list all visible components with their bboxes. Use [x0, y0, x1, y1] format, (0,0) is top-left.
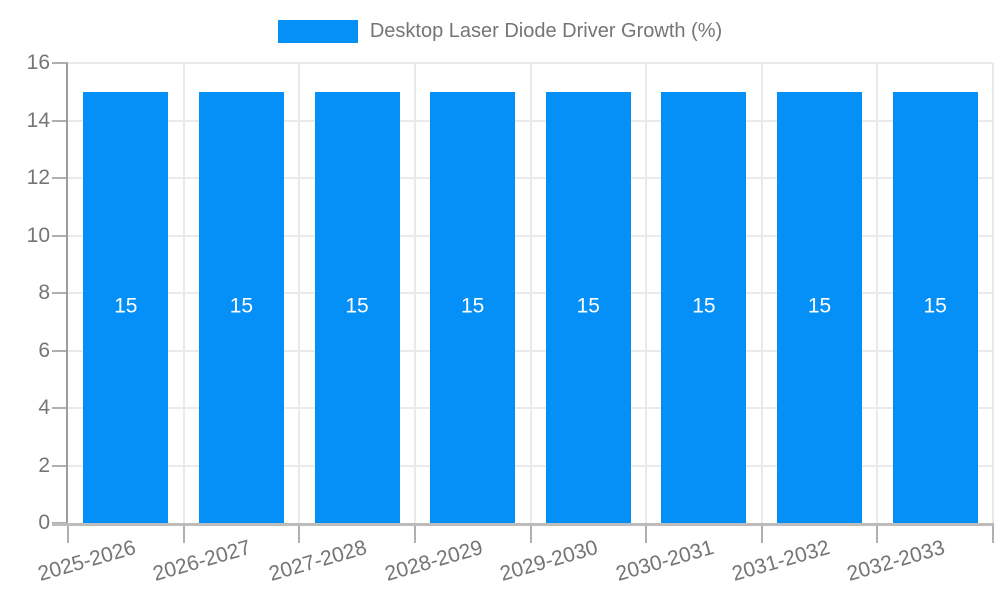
- x-axis-tick: [876, 523, 879, 543]
- y-axis-tick-label: 4: [38, 396, 50, 419]
- chart-legend[interactable]: Desktop Laser Diode Driver Growth (%): [0, 16, 1000, 46]
- x-axis-tick: [992, 523, 994, 543]
- x-axis-tick: [645, 523, 648, 543]
- bar-value-label: 15: [345, 294, 369, 318]
- bar[interactable]: 15: [314, 91, 400, 523]
- bar[interactable]: 15: [430, 91, 516, 523]
- x-axis-tick: [413, 523, 416, 543]
- y-axis-tick-label: 12: [26, 166, 50, 189]
- x-axis-tick: [67, 523, 69, 543]
- bar[interactable]: 15: [892, 91, 978, 523]
- x-axis-line: [52, 523, 993, 526]
- y-axis-tick: [52, 464, 68, 467]
- y-axis-tick-label: 16: [26, 51, 50, 74]
- bar[interactable]: 15: [83, 91, 169, 523]
- y-axis-tick-label: 8: [38, 281, 50, 304]
- y-axis-tick: [52, 177, 68, 179]
- legend-marker: [277, 19, 358, 43]
- v-gridline: [760, 63, 763, 523]
- bar-value-label: 15: [576, 294, 600, 318]
- v-gridline: [182, 63, 185, 523]
- x-axis-tick: [760, 523, 763, 543]
- y-axis-tick: [52, 62, 68, 64]
- v-gridline: [413, 63, 416, 523]
- y-axis-tick-label: 0: [38, 511, 50, 534]
- bar[interactable]: 15: [545, 91, 631, 523]
- y-axis-tick: [52, 349, 68, 352]
- bar-value-label: 15: [114, 294, 138, 318]
- x-axis-tick: [298, 523, 301, 543]
- y-axis-line: [66, 63, 68, 523]
- v-gridline: [298, 63, 301, 523]
- bar[interactable]: 15: [661, 91, 747, 523]
- v-gridline: [645, 63, 648, 523]
- y-axis-tick: [52, 292, 68, 294]
- legend-label: Desktop Laser Diode Driver Growth (%): [369, 19, 723, 42]
- y-axis-tick-label: 10: [26, 223, 50, 247]
- bar-value-label: 15: [692, 294, 716, 318]
- v-gridline: [992, 63, 994, 523]
- bar-value-label: 15: [807, 294, 832, 318]
- y-axis-tick: [52, 407, 68, 409]
- x-axis-tick: [182, 523, 185, 543]
- bar-value-label: 15: [229, 294, 254, 318]
- y-axis-tick: [52, 234, 68, 237]
- bar[interactable]: 15: [777, 91, 863, 523]
- y-axis-tick-label: 6: [38, 338, 50, 362]
- x-axis-tick: [529, 523, 532, 543]
- bar[interactable]: 15: [198, 91, 284, 523]
- bar-value-label: 15: [461, 294, 485, 318]
- v-gridline: [876, 63, 879, 523]
- y-axis-tick-label: 2: [38, 453, 50, 477]
- bar-value-label: 15: [923, 294, 947, 318]
- y-axis-tick-label: 14: [26, 108, 50, 132]
- y-axis-tick: [52, 119, 68, 122]
- v-gridline: [529, 63, 532, 523]
